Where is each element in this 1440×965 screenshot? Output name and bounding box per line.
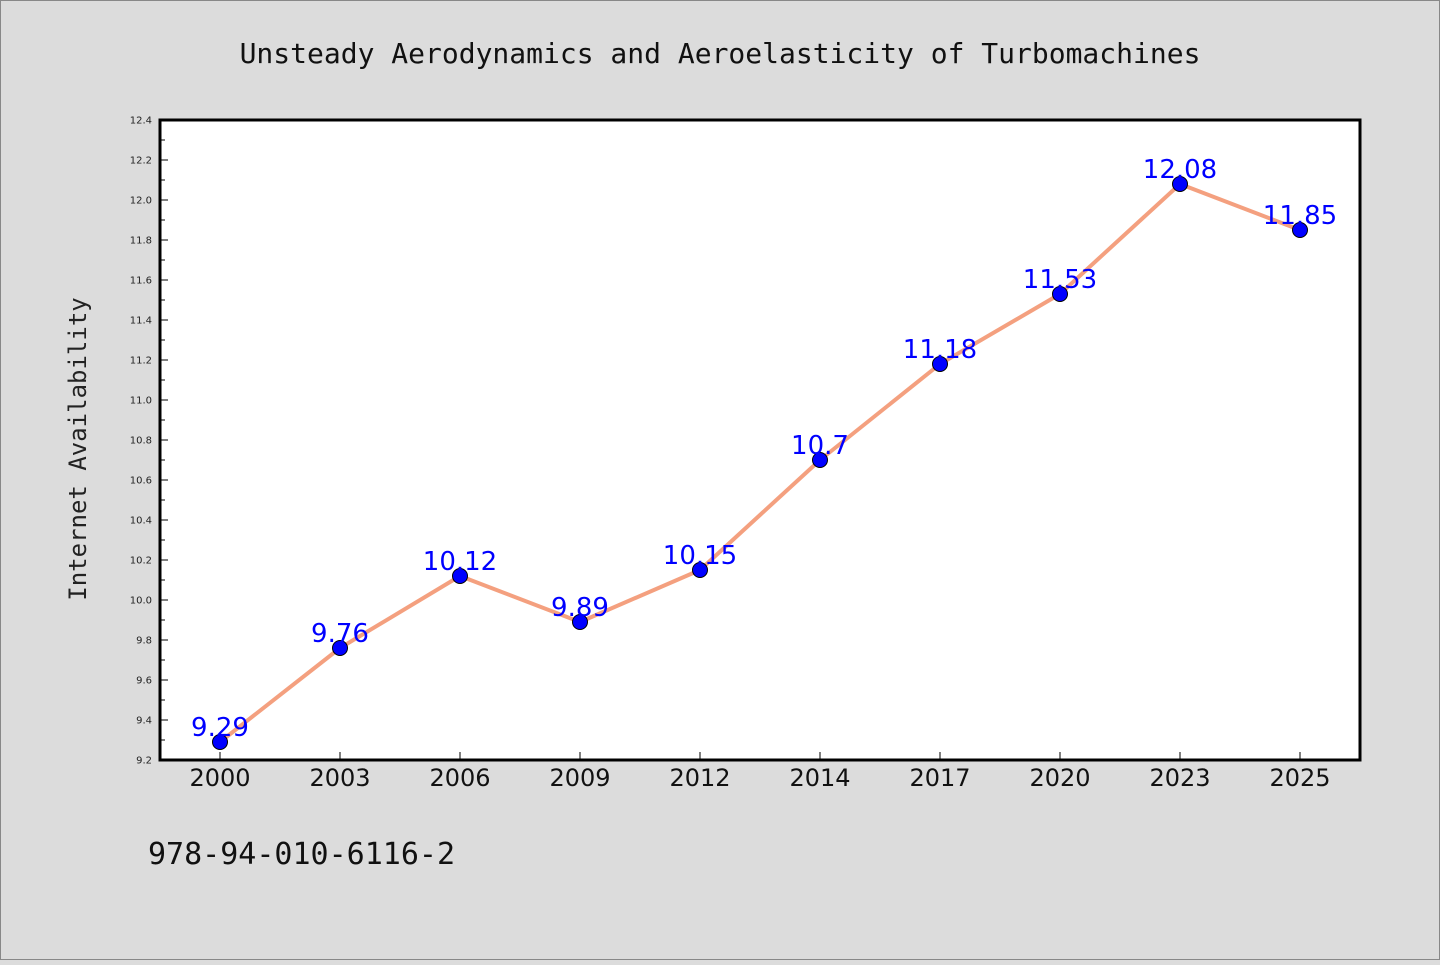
data-point	[572, 614, 588, 630]
y-tick-label: 11.6	[130, 276, 152, 287]
data-point	[1292, 222, 1308, 238]
data-point	[332, 640, 348, 656]
x-tick-label: 2020	[1029, 764, 1090, 792]
y-tick-label: 12.0	[130, 196, 152, 207]
y-tick-label: 10.6	[130, 476, 152, 487]
y-tick-label: 9.8	[136, 636, 152, 647]
data-label: 11.85	[1263, 201, 1337, 231]
data-label: 11.53	[1023, 265, 1097, 295]
plot-area	[158, 118, 1362, 762]
y-axis-label: Internet Availability	[64, 297, 92, 600]
data-point	[452, 568, 468, 584]
data-label: 10.15	[663, 541, 737, 571]
y-tick-label: 9.4	[136, 716, 152, 727]
x-tick-label: 2014	[789, 764, 850, 792]
x-tick-label: 2025	[1269, 764, 1330, 792]
x-tick-label: 2012	[669, 764, 730, 792]
y-tick-label: 11.8	[130, 236, 152, 247]
data-point	[932, 356, 948, 372]
isbn-footer: 978-94-010-6116-2	[148, 837, 455, 872]
data-point	[1172, 176, 1188, 192]
y-axis: 9.2 9.4 9.6 9.8 10.0 10.2 10.4 10.6 10.8 11.0 11.2…	[130, 116, 168, 767]
y-tick-label: 12.2	[130, 156, 152, 167]
data-label: 12.08	[1143, 155, 1217, 185]
chart-title: Unsteady Aerodynamics and Aeroelasticity…	[240, 37, 1201, 70]
y-tick-label: 9.2	[136, 756, 152, 767]
data-labels: 9.29 9.76 10.12 9.89 10.15 10.7 11.18 11.53 12.0…	[191, 155, 1337, 743]
y-tick-label: 11.2	[130, 356, 152, 367]
x-tick-label: 2023	[1149, 764, 1210, 792]
data-point	[212, 734, 228, 750]
x-tick-label: 2003	[309, 764, 370, 792]
data-label: 9.29	[191, 713, 249, 743]
data-label: 9.89	[551, 593, 609, 623]
x-tick-label: 2006	[429, 764, 490, 792]
x-tick-label: 2000	[189, 764, 250, 792]
y-tick-label: 9.6	[136, 676, 152, 687]
data-point	[692, 562, 708, 578]
series-line	[218, 182, 1302, 744]
y-tick-label: 10.0	[130, 596, 152, 607]
data-markers	[212, 176, 1308, 750]
data-point	[812, 452, 828, 468]
x-tick-label: 2009	[549, 764, 610, 792]
y-tick-label: 10.4	[130, 516, 152, 527]
data-point	[1052, 286, 1068, 302]
data-label: 10.7	[791, 431, 849, 461]
x-tick-label: 2017	[909, 764, 970, 792]
y-tick-label: 11.0	[130, 396, 152, 407]
data-label: 9.76	[311, 619, 369, 649]
data-label: 10.12	[423, 547, 497, 577]
y-tick-label: 12.4	[130, 116, 152, 127]
data-label: 11.18	[903, 335, 977, 365]
y-tick-label: 10.8	[130, 436, 152, 447]
y-tick-label: 11.4	[130, 316, 152, 327]
y-tick-label: 10.2	[130, 556, 152, 567]
x-axis: 2000 2003 2006 2009 2012 2014 2017 2020 2023 2025	[189, 752, 1331, 792]
